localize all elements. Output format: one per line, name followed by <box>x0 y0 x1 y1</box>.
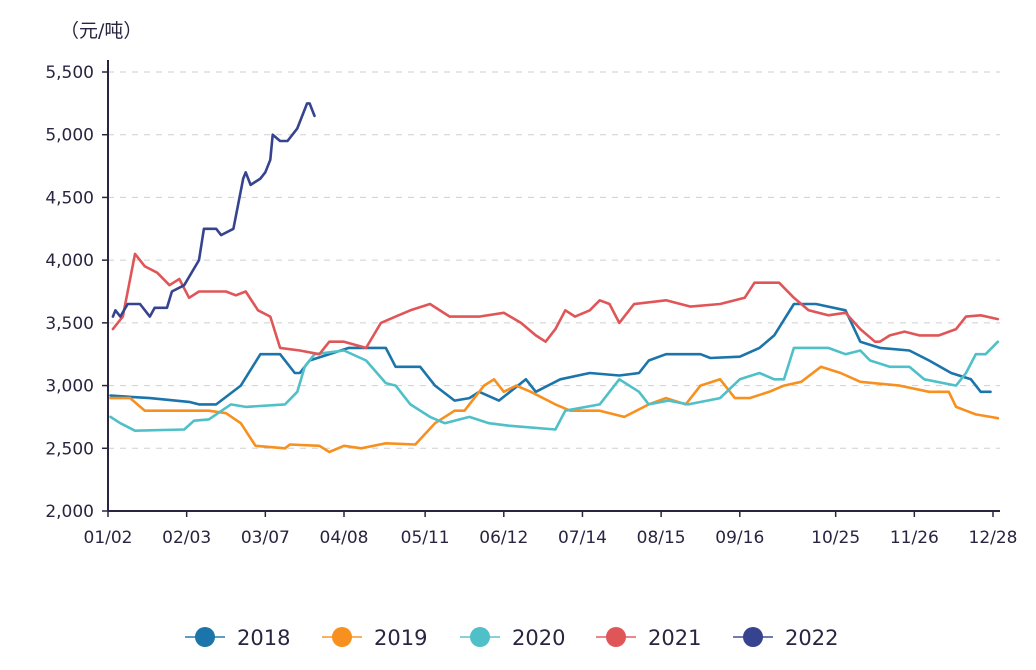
x-tick-label: 08/15 <box>637 528 686 548</box>
legend-label: 2018 <box>237 626 290 650</box>
legend-marker-icon <box>332 627 352 647</box>
x-tick-label: 01/02 <box>84 528 133 548</box>
y-tick-label: 5,500 <box>45 63 94 83</box>
legend-label: 2021 <box>648 626 701 650</box>
series-lines <box>109 102 1000 454</box>
legend-label: 2020 <box>512 626 565 650</box>
series-line-2021 <box>111 252 1000 356</box>
y-tick-label: 4,500 <box>45 188 94 208</box>
legend-label: 2019 <box>374 626 427 650</box>
x-tick-label: 07/14 <box>558 528 607 548</box>
x-tick-label: 09/16 <box>715 528 764 548</box>
y-tick-label: 2,500 <box>45 439 94 459</box>
legend-item-2018[interactable]: 2018 <box>185 626 290 650</box>
x-tick-label: 10/25 <box>811 528 860 548</box>
y-axis-unit-label: （元/吨） <box>60 20 143 42</box>
y-tick-label: 3,000 <box>45 377 94 397</box>
legend-marker-icon <box>470 627 490 647</box>
legend-item-2022[interactable]: 2022 <box>733 626 838 650</box>
legend-marker-icon <box>743 627 763 647</box>
series-line-2020 <box>109 340 1000 432</box>
y-axis: 2,000 2,500 3,000 3,500 4,000 4,500 5,000 5,500 <box>45 60 109 522</box>
y-tick-label: 2,000 <box>45 502 94 522</box>
x-tick-label: 05/11 <box>401 528 450 548</box>
series-line-2019 <box>109 365 1000 454</box>
series-line-2018 <box>109 302 992 406</box>
legend-item-2019[interactable]: 2019 <box>322 626 427 650</box>
y-tick-label: 4,000 <box>45 251 94 271</box>
x-tick-label: 03/07 <box>241 528 290 548</box>
legend-marker-icon <box>195 627 215 647</box>
legend: 2018 2019 2020 2021 2022 <box>185 626 838 650</box>
y-tick-label: 5,000 <box>45 126 94 146</box>
x-tick-label: 02/03 <box>162 528 211 548</box>
x-tick-label: 11/26 <box>890 528 939 548</box>
x-tick-label: 04/08 <box>320 528 369 548</box>
x-axis: 01/02 02/03 03/07 04/08 05/11 06/12 07/14 08/15… <box>84 510 1018 548</box>
legend-item-2020[interactable]: 2020 <box>460 626 565 650</box>
y-tick-label: 3,500 <box>45 314 94 334</box>
legend-marker-icon <box>606 627 626 647</box>
gridlines <box>108 71 1000 449</box>
x-tick-label: 12/28 <box>969 528 1018 548</box>
series-line-2022 <box>111 102 316 318</box>
x-tick-label: 06/12 <box>479 528 528 548</box>
legend-label: 2022 <box>785 626 838 650</box>
legend-item-2021[interactable]: 2021 <box>596 626 701 650</box>
